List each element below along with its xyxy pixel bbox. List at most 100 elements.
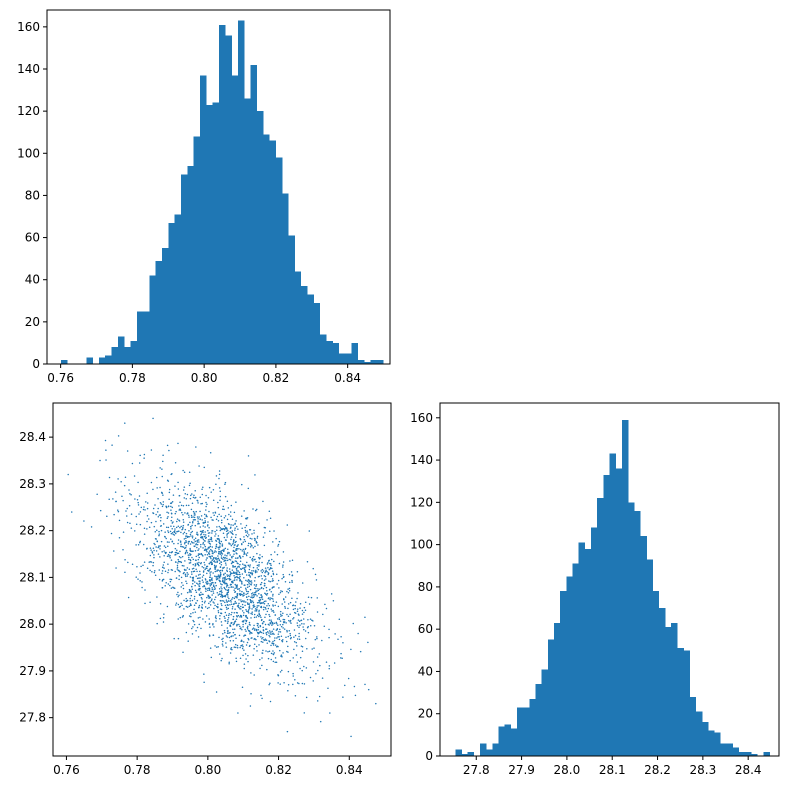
scatter-point <box>170 519 173 522</box>
scatter-point <box>357 632 359 635</box>
scatter-point <box>267 597 270 600</box>
histogram-bar <box>560 591 567 756</box>
scatter-point <box>298 635 300 638</box>
scatter-point <box>221 580 224 583</box>
scatter-point <box>192 567 195 570</box>
scatter-point <box>197 534 199 536</box>
scatter-point <box>202 581 204 583</box>
scatter-point <box>124 422 126 424</box>
scatter-point <box>204 587 207 590</box>
scatter-point <box>223 508 225 511</box>
scatter-point <box>239 646 241 649</box>
y-tick-label: 28.1 <box>19 570 46 584</box>
scatter-point <box>190 604 192 606</box>
scatter-point <box>253 558 255 561</box>
scatter-point <box>226 600 228 603</box>
scatter-point <box>229 511 232 513</box>
scatter-point <box>214 588 216 590</box>
scatter-point <box>250 612 252 615</box>
scatter-point <box>169 584 171 587</box>
scatter-point <box>203 466 206 469</box>
scatter-point <box>255 616 258 618</box>
scatter-point <box>261 568 264 571</box>
scatter-point <box>256 595 258 597</box>
scatter-point <box>226 636 229 638</box>
scatter-point <box>208 570 210 572</box>
scatter-point <box>183 471 186 473</box>
scatter-point <box>154 569 156 572</box>
scatter-point <box>273 560 275 563</box>
scatter-point <box>223 587 226 590</box>
scatter-point <box>283 601 286 603</box>
scatter-point <box>257 626 260 629</box>
scatter-point <box>204 568 206 571</box>
scatter-point <box>273 611 275 613</box>
scatter-point <box>285 622 287 624</box>
scatter-point <box>296 608 299 610</box>
scatter-point <box>223 595 225 597</box>
scatter-point <box>188 605 191 608</box>
scatter-point <box>249 633 251 635</box>
scatter-point <box>268 510 271 512</box>
scatter-point <box>146 515 149 517</box>
scatter-point <box>224 572 226 574</box>
scatter-point <box>171 528 173 530</box>
scatter-point <box>247 654 249 657</box>
scatter-point <box>270 658 273 661</box>
scatter-point <box>217 577 219 580</box>
scatter-point <box>192 612 194 614</box>
scatter-point <box>296 645 298 647</box>
scatter-point <box>256 601 259 604</box>
scatter-point <box>272 541 274 543</box>
scatter-point <box>269 597 272 599</box>
scatter-point <box>234 643 237 646</box>
scatter-point <box>263 602 266 605</box>
histogram-bar <box>671 622 678 756</box>
scatter-point <box>255 609 258 612</box>
scatter-point <box>272 628 275 630</box>
y-tick-label: 160 <box>410 411 433 425</box>
scatter-point <box>190 571 193 573</box>
scatter-point <box>164 584 166 587</box>
scatter-point <box>263 579 266 581</box>
scatter-point <box>209 543 212 545</box>
scatter-point <box>233 550 236 553</box>
scatter-point <box>146 502 149 504</box>
scatter-point <box>167 512 170 514</box>
scatter-point <box>321 639 323 642</box>
scatter-point <box>212 624 214 626</box>
scatter-point <box>304 637 307 640</box>
scatter-point <box>249 528 252 531</box>
scatter-point <box>287 588 289 590</box>
scatter-point <box>232 549 235 552</box>
scatter-point <box>145 501 147 503</box>
scatter-point <box>228 542 230 545</box>
scatter-point <box>258 522 260 525</box>
scatter-point <box>205 494 207 497</box>
scatter-point <box>207 546 210 549</box>
scatter-point <box>219 571 222 574</box>
scatter-point <box>215 575 217 578</box>
scatter-point <box>214 616 217 618</box>
scatter-point <box>229 625 231 627</box>
scatter-point <box>218 470 221 472</box>
scatter-point <box>254 570 257 573</box>
scatter-point <box>150 449 153 451</box>
scatter-point <box>143 527 146 529</box>
scatter-point <box>212 488 215 491</box>
scatter-point <box>291 574 294 577</box>
scatter-point <box>227 591 229 594</box>
y-tick-label: 120 <box>17 104 40 118</box>
scatter-point <box>205 590 207 592</box>
scatter-point <box>230 603 233 606</box>
scatter-point <box>202 547 204 549</box>
scatter-point <box>159 548 161 550</box>
scatter-point <box>282 621 285 623</box>
scatter-point <box>182 489 185 491</box>
scatter-point <box>247 625 249 627</box>
scatter-point <box>237 557 239 559</box>
scatter-point <box>157 516 160 518</box>
scatter-point <box>287 592 290 594</box>
scatter-point <box>204 606 207 608</box>
scatter-point <box>218 548 220 550</box>
